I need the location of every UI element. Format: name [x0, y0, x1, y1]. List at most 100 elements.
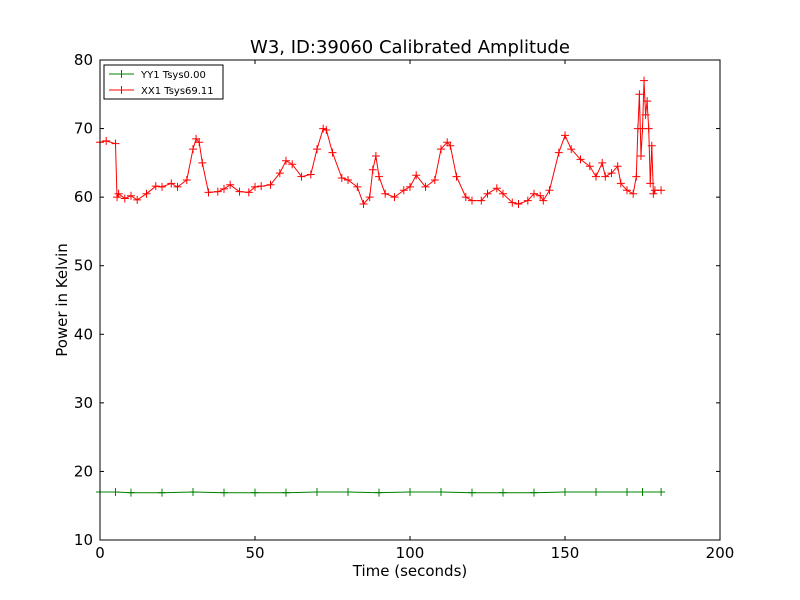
data-point [657, 488, 666, 496]
data-point [257, 182, 266, 191]
data-point [492, 184, 501, 193]
data-point [375, 172, 383, 181]
data-point [446, 141, 455, 150]
data-point [353, 182, 362, 191]
legend-label: XX1 Tsys69.11 [141, 86, 214, 97]
ticks-layer: 0 50 100 150 200 10 20 30 40 50 60 70 80 [74, 51, 734, 562]
x-tick-label: 150 [551, 544, 580, 562]
data-point [127, 488, 135, 497]
y-tick-label: 60 [74, 188, 93, 206]
data-point [508, 198, 517, 207]
data-point [313, 488, 321, 496]
y-axis-label: Power in Kelvin [53, 243, 71, 357]
data-point [344, 488, 352, 496]
data-point [567, 145, 576, 154]
x-tick-label: 200 [706, 544, 735, 562]
data-point [220, 488, 228, 497]
data-point [561, 131, 569, 140]
data-point [297, 172, 306, 181]
x-tick-label: 100 [396, 544, 425, 562]
data-point [182, 176, 191, 184]
data-point [127, 191, 135, 200]
data-point [111, 488, 120, 496]
series-layer [96, 76, 666, 497]
data-point [173, 182, 182, 191]
data-point [133, 195, 142, 204]
data-point [530, 488, 538, 497]
data-point [545, 186, 554, 195]
legend-box [103, 64, 224, 100]
data-point [251, 488, 259, 497]
data-point [158, 182, 166, 191]
data-point [406, 182, 414, 191]
data-point [381, 189, 390, 198]
data-point [636, 152, 645, 160]
data-point [167, 179, 176, 188]
data-point [592, 488, 600, 496]
data-point [523, 196, 532, 205]
plot-area: 0 50 100 150 200 10 20 30 40 50 60 70 80 [74, 51, 734, 562]
x-tick-label: 50 [245, 544, 264, 562]
data-point [365, 193, 374, 202]
data-point [638, 488, 647, 496]
data-point [158, 488, 166, 497]
data-point [120, 194, 129, 203]
data-point [468, 196, 476, 205]
data-point [607, 169, 616, 178]
data-point [328, 148, 337, 157]
data-point [322, 125, 331, 134]
data-point [561, 488, 569, 496]
data-point [113, 193, 122, 202]
data-point [499, 488, 507, 497]
data-point [406, 488, 414, 496]
data-point [198, 158, 207, 167]
data-point [623, 488, 631, 496]
data-point [204, 188, 213, 197]
data-point [195, 138, 204, 147]
data-point [337, 173, 346, 182]
x-axis-label: Time (seconds) [352, 562, 468, 580]
data-point [282, 488, 290, 497]
data-point [641, 110, 650, 119]
data-point [598, 158, 607, 167]
data-point [251, 182, 259, 191]
data-point [640, 76, 649, 85]
data-point [437, 488, 445, 496]
data-point [220, 184, 228, 193]
x-tick-label: 0 [95, 544, 105, 562]
data-point [530, 189, 538, 198]
data-point [468, 488, 476, 497]
legend-marker [117, 86, 126, 94]
data-point [282, 156, 290, 165]
data-point [452, 172, 461, 181]
data-point [151, 182, 160, 191]
data-point [142, 189, 151, 198]
data-point [412, 171, 421, 180]
legend-entry: YY1 Tsys0.00 [109, 70, 206, 81]
data-point [657, 186, 666, 195]
data-point [213, 187, 222, 196]
data-point [629, 189, 638, 198]
data-point [613, 162, 622, 171]
legend: YY1 Tsys0.00 XX1 Tsys69.11 [103, 64, 224, 100]
data-point [536, 191, 545, 200]
legend-label: YY1 Tsys0.00 [140, 70, 206, 81]
data-point [371, 152, 380, 160]
data-point [592, 172, 600, 181]
data-point [585, 162, 594, 171]
chart-title: W3, ID:39060 Calibrated Amplitude [250, 37, 570, 58]
data-point [226, 180, 235, 189]
data-point [576, 155, 585, 164]
data-point [235, 187, 244, 196]
data-point [616, 179, 625, 188]
data-point [344, 176, 352, 184]
y-tick-label: 30 [74, 394, 93, 412]
data-point [189, 488, 197, 496]
data-point [430, 176, 439, 184]
data-point [244, 188, 253, 197]
series-1 [96, 76, 666, 208]
y-tick-label: 10 [74, 531, 93, 549]
data-point [644, 124, 653, 133]
